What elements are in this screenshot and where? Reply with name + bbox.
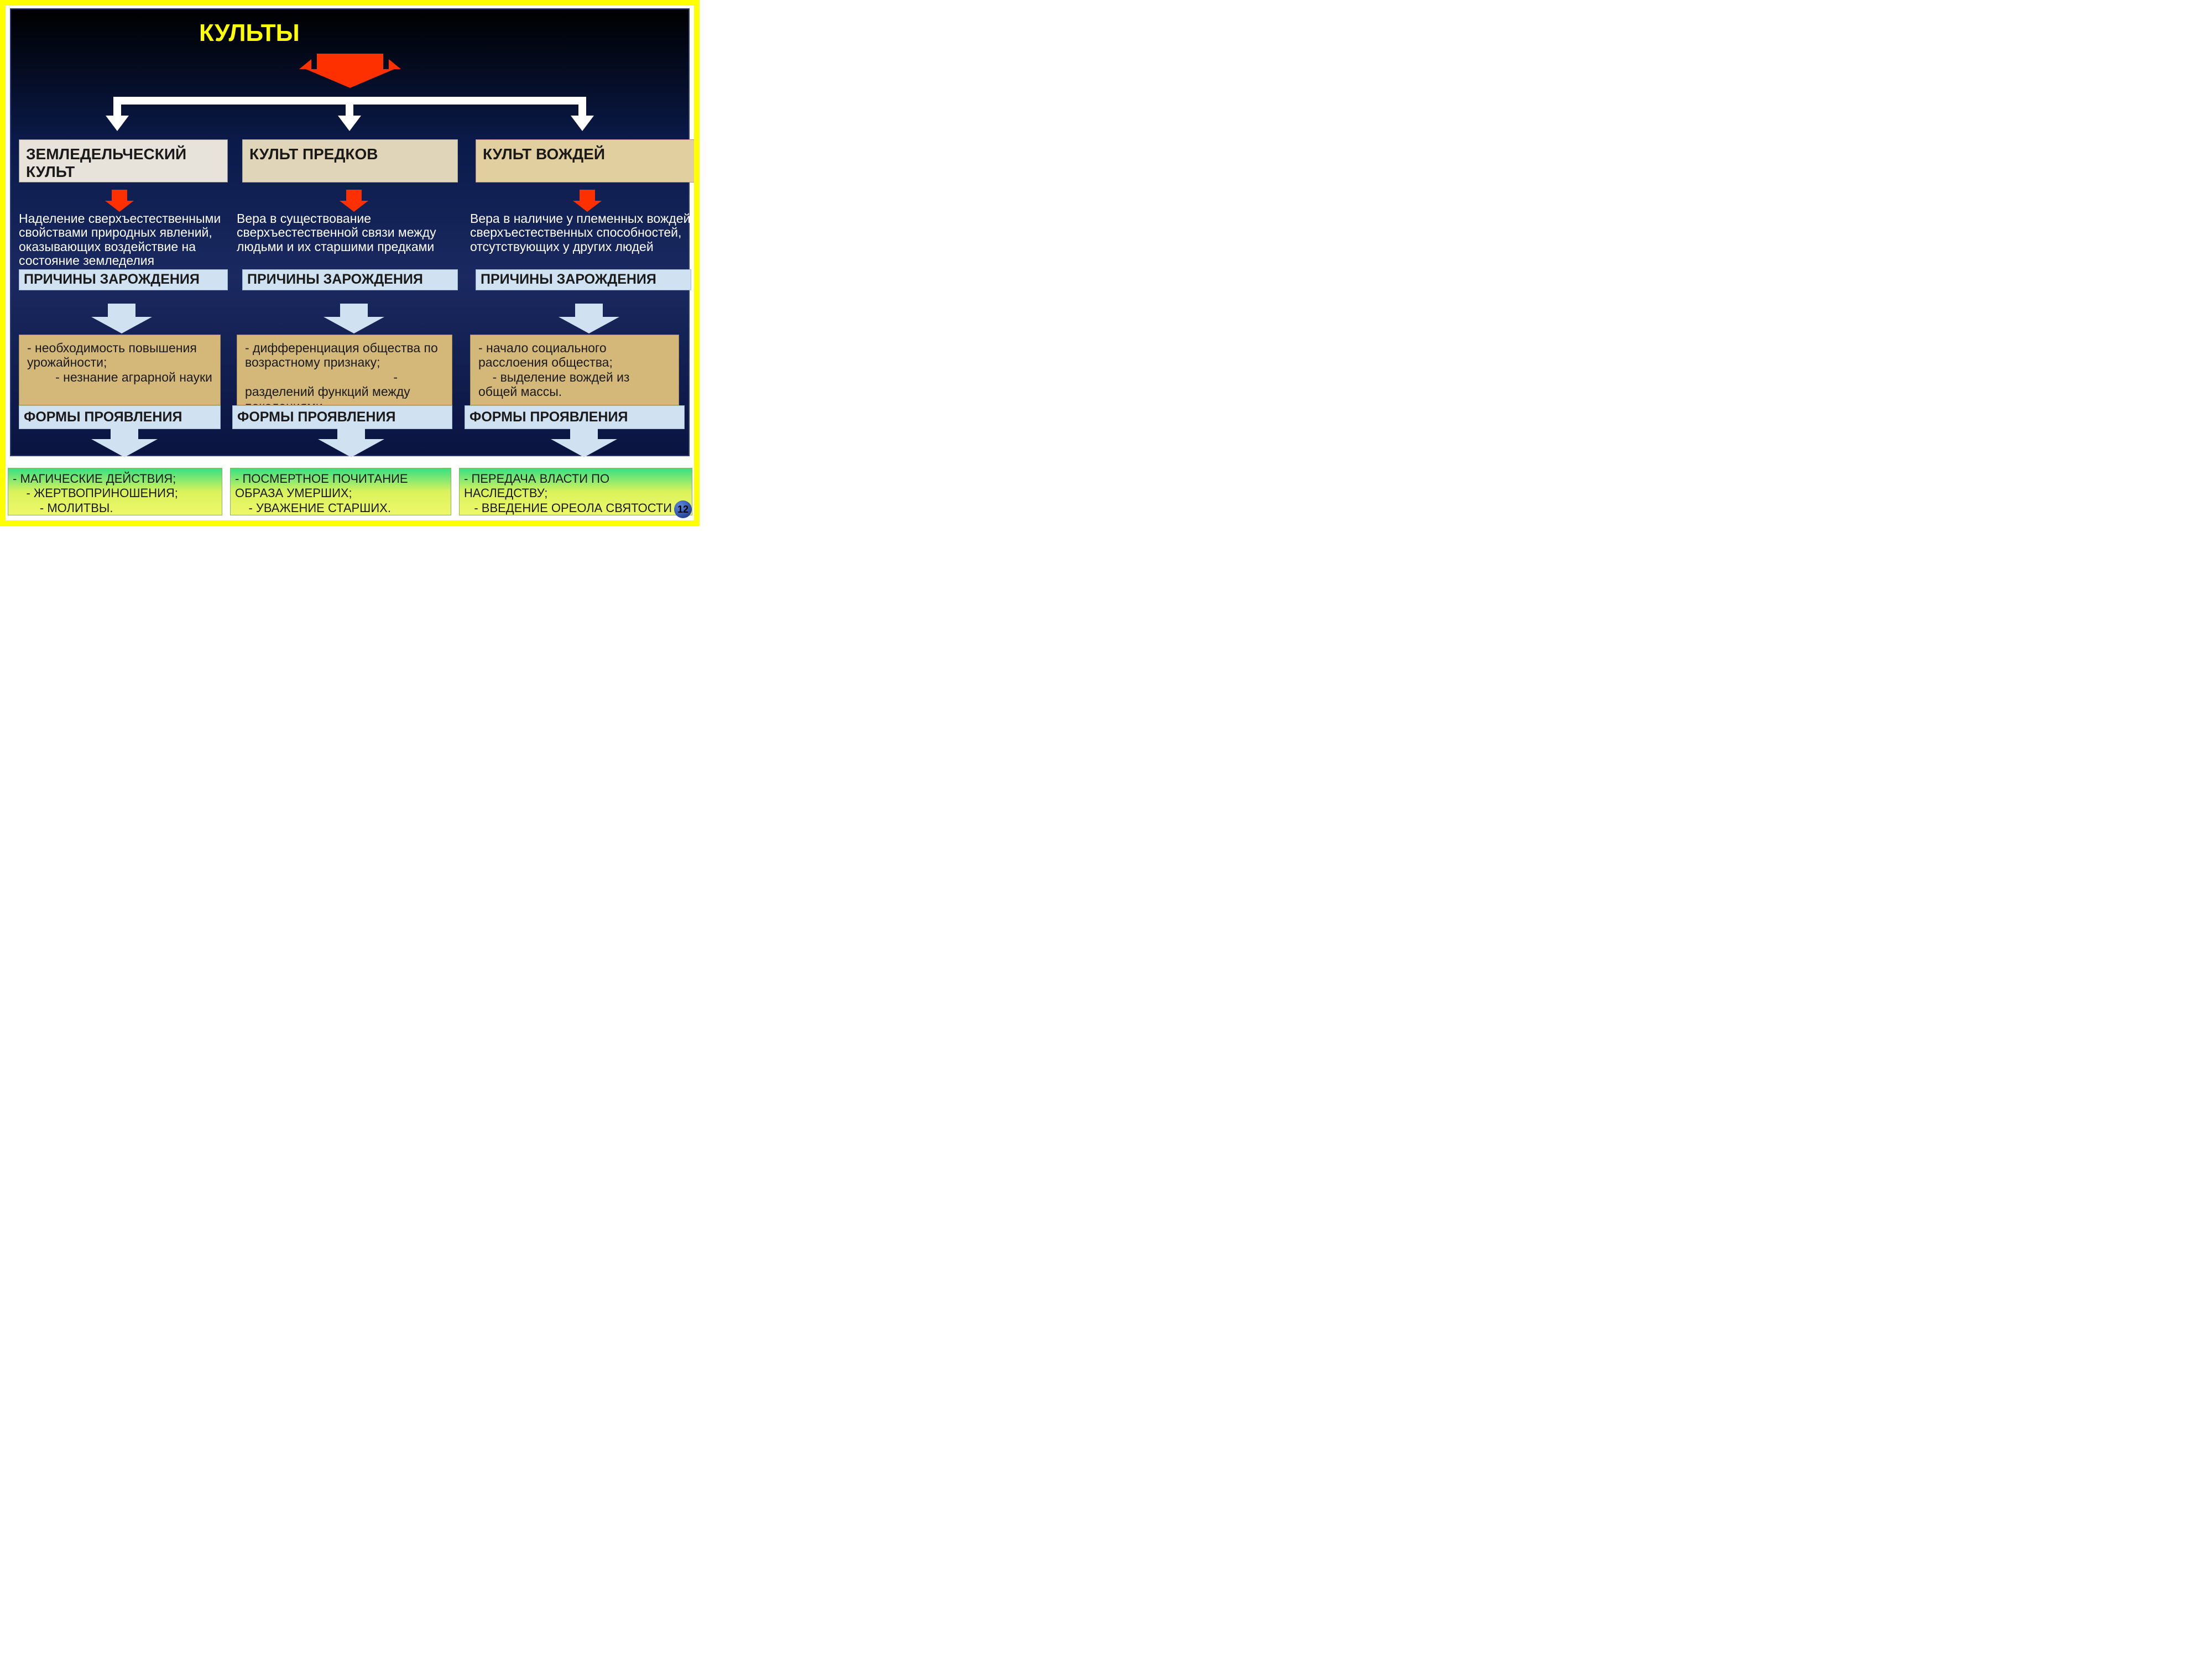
blue-arrow-1 [91,304,152,336]
slide-frame: КУЛЬТЫ ЗЕМЛЕДЕЛЬЧЕСКИЙ КУЛЬТ КУЛЬТ ПРЕДК… [0,0,700,526]
connector-tick-2 [346,97,353,117]
title-down-arrow [295,54,405,88]
dark-background-panel: КУЛЬТЫ ЗЕМЛЕДЕЛЬЧЕСКИЙ КУЛЬТ КУЛЬТ ПРЕДК… [10,8,690,456]
causes-label-1: ПРИЧИНЫ ЗАРОЖДЕНИЯ [19,269,228,290]
column-header-3: КУЛЬТ ВОЖДЕЙ [476,139,700,182]
column-header-1: ЗЕМЛЕДЕЛЬЧЕСКИЙ КУЛЬТ [19,139,228,182]
blue-arrow-2 [324,304,384,336]
forms-label-1: ФОРМЫ ПРОЯВЛЕНИЯ [19,405,221,429]
causes-box-2: - дифференциация общества по возрастному… [237,335,452,405]
description-3: Вера в наличие у племенных вождей сверхъ… [470,212,697,254]
blue-arrow-down-1 [91,427,158,460]
blue-arrow-down-2 [318,427,384,460]
white-arrowhead-3 [571,116,594,134]
forms-box-2: - ПОСМЕРТНОЕ ПОЧИТАНИЕ ОБРАЗА УМЕРШИХ; -… [230,468,451,515]
forms-box-1: - МАГИЧЕСКИЕ ДЕЙСТВИЯ; - ЖЕРТВОПРИНОШЕНИ… [8,468,222,515]
connector-tick-3 [578,97,586,117]
connector-tick-1 [113,97,121,117]
causes-box-1: - необходимость повышения урожайности; -… [19,335,221,405]
forms-label-3: ФОРМЫ ПРОЯВЛЕНИЯ [465,405,685,429]
white-arrowhead-1 [106,116,129,134]
page-number-badge: 12 [674,500,692,518]
description-1: Наделение сверхъестественными свойствами… [19,212,229,268]
causes-label-2: ПРИЧИНЫ ЗАРОЖДЕНИЯ [242,269,458,290]
forms-box-3: - ПЕРЕДАЧА ВЛАСТИ ПО НАСЛЕДСТВУ; - ВВЕДЕ… [459,468,692,515]
causes-label-3: ПРИЧИНЫ ЗАРОЖДЕНИЯ [476,269,691,290]
blue-arrow-3 [559,304,619,336]
forms-label-2: ФОРМЫ ПРОЯВЛЕНИЯ [232,405,452,429]
blue-arrow-down-3 [551,427,617,460]
column-header-2: КУЛЬТ ПРЕДКОВ [242,139,458,182]
white-arrowhead-2 [338,116,361,134]
main-title: КУЛЬТЫ [199,19,300,47]
causes-box-3: - начало социального расслоения общества… [470,335,679,405]
description-2: Вера в существование сверхъестественной … [237,212,452,254]
